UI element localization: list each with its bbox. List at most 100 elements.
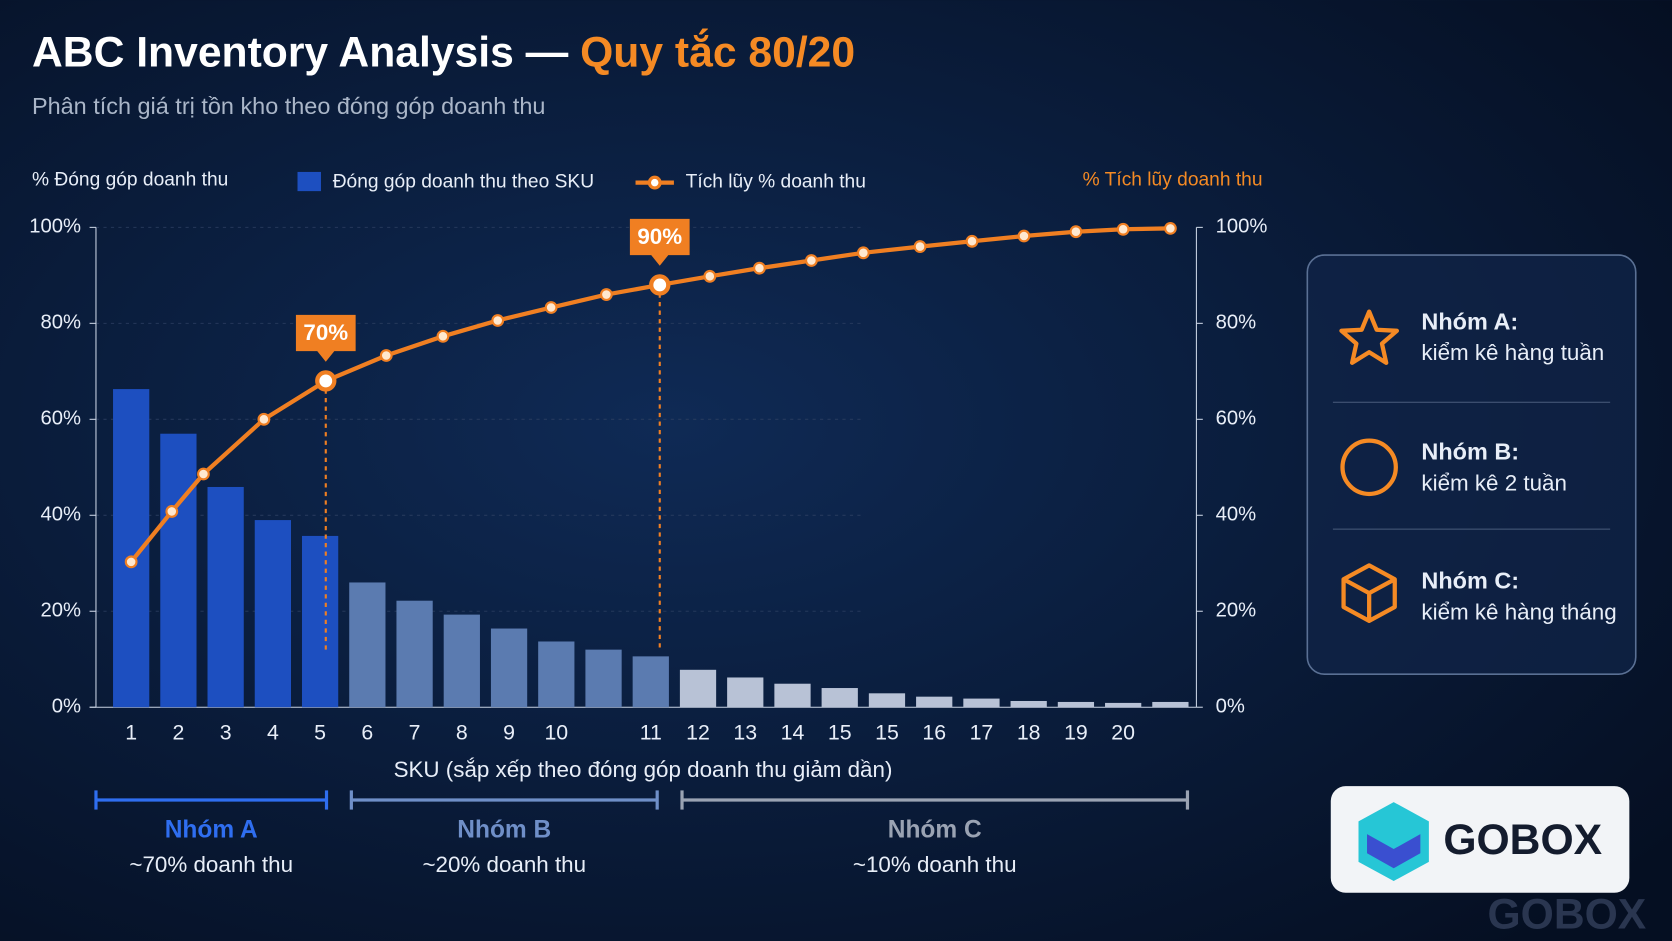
line-marker	[965, 234, 979, 248]
line-marker	[1164, 221, 1177, 235]
bar	[349, 582, 386, 708]
group-name: Nhóm C	[888, 816, 982, 843]
y-tick-label: 0%	[52, 696, 81, 718]
annotation-box	[295, 314, 356, 362]
bar	[207, 486, 244, 708]
y2-tick-label: 80%	[1216, 312, 1257, 334]
watermark: GOBOX	[1488, 891, 1647, 939]
x-tick-label: 1	[125, 721, 137, 745]
line-marker	[1017, 229, 1031, 243]
legend-label: Tích lũy % doanh thu	[686, 172, 866, 193]
x-tick-label: 11	[640, 721, 662, 745]
x-tick-label: 20	[1111, 721, 1135, 745]
x-tick-label: 18	[1017, 721, 1041, 745]
x-tick-label: 3	[220, 721, 232, 745]
bar	[821, 688, 858, 708]
line-marker	[703, 269, 717, 283]
y2-tick-label: 60%	[1216, 408, 1257, 430]
panel-title: Nhóm A:	[1421, 309, 1518, 335]
y2-axis-title: % Tích lũy doanh thu	[1083, 170, 1263, 191]
bar	[1057, 701, 1095, 708]
bar	[679, 669, 717, 708]
line-marker	[257, 412, 271, 426]
bar	[490, 628, 528, 708]
bar	[916, 696, 953, 708]
circle-icon	[1340, 438, 1398, 497]
line-marker	[379, 349, 393, 362]
x-tick-label: 8	[456, 721, 468, 745]
y-tick-label: 60%	[41, 408, 82, 430]
x-tick-label: 10	[544, 721, 568, 745]
line-marker	[804, 254, 818, 267]
cube-icon	[1341, 563, 1397, 623]
line-marker	[753, 261, 766, 275]
x-tick-label: 7	[409, 721, 421, 745]
bar	[254, 520, 292, 708]
y-tick-label: 20%	[41, 600, 82, 622]
bar	[868, 693, 906, 708]
y2-tick-label: 100%	[1216, 216, 1268, 238]
logo-icon	[1358, 802, 1429, 882]
bar	[585, 649, 622, 708]
y2-tick-label: 20%	[1216, 600, 1257, 622]
x-tick-label: 17	[970, 721, 994, 745]
bar	[1105, 702, 1142, 708]
bar	[301, 535, 339, 708]
bar	[632, 656, 669, 708]
y2-tick-label: 0%	[1216, 696, 1245, 718]
line-marker	[491, 314, 505, 327]
panel-title: Nhóm C:	[1421, 568, 1519, 594]
panel-text: kiểm kê hàng tuần	[1421, 340, 1604, 365]
bar	[160, 433, 197, 708]
x-tick-label: 5	[314, 721, 326, 745]
annotation-box	[629, 218, 690, 266]
logo-text: GOBOX	[1443, 816, 1602, 864]
line-marker	[315, 370, 337, 392]
y-tick-label: 40%	[41, 504, 82, 526]
bar	[538, 641, 575, 708]
line-marker	[544, 301, 558, 314]
y2-tick-label: 40%	[1216, 504, 1257, 526]
line-marker	[649, 274, 671, 296]
panel-title: Nhóm B:	[1421, 439, 1519, 465]
legend-panel	[1306, 254, 1637, 675]
y-axis-title: % Đóng góp doanh thu	[32, 170, 228, 191]
legend-label: Đóng góp doanh thu theo SKU	[333, 172, 594, 193]
x-axis-title: SKU (sắp xếp theo đóng góp doanh thu giả…	[394, 757, 893, 782]
x-tick-label: 4	[267, 721, 279, 745]
annotation-label: 90%	[637, 224, 682, 249]
x-tick-label: 6	[361, 721, 373, 745]
bar	[727, 677, 764, 708]
line-marker	[436, 329, 450, 343]
x-tick-label: 15	[828, 721, 852, 745]
x-tick-label: 16	[922, 721, 946, 745]
panel-text: kiểm kê 2 tuần	[1421, 470, 1567, 495]
logo-icon	[1367, 834, 1421, 869]
x-tick-label: 9	[503, 721, 515, 745]
bar	[1152, 701, 1189, 708]
group-note: ~10% doanh thu	[853, 852, 1017, 877]
line-marker	[599, 288, 613, 301]
group-name: Nhóm A	[165, 816, 258, 843]
line-marker	[124, 555, 138, 569]
bar	[396, 600, 433, 708]
line-marker	[1116, 222, 1130, 236]
group-note: ~70% doanh thu	[129, 852, 293, 877]
legend-marker	[647, 175, 662, 190]
star-icon	[1339, 309, 1400, 365]
line-marker	[856, 246, 870, 260]
subtitle: Phân tích giá trị tồn kho theo đóng góp …	[32, 93, 545, 119]
x-tick-label: 13	[733, 721, 757, 745]
bar	[774, 683, 811, 708]
group-name: Nhóm B	[457, 816, 551, 843]
x-tick-label: 19	[1064, 721, 1088, 745]
y-tick-label: 100%	[29, 216, 81, 238]
x-tick-label: 2	[172, 721, 184, 745]
line-marker	[913, 240, 927, 253]
bar	[1010, 700, 1047, 708]
bar	[963, 698, 1000, 708]
title-highlight: Quy tắc 80/20	[580, 28, 855, 77]
annotation-label: 70%	[303, 320, 348, 345]
x-tick-label: 15	[875, 721, 899, 745]
